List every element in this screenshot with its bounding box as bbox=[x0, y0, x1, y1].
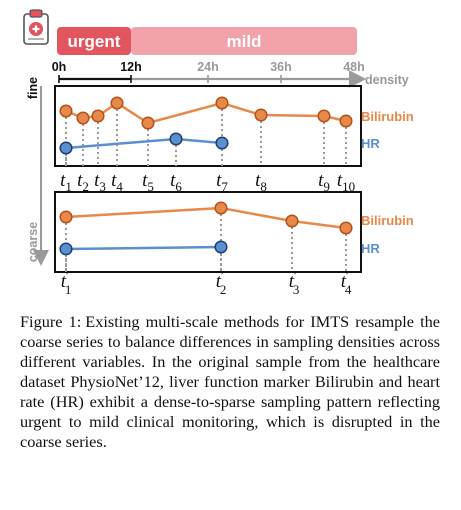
caption-label: Figure 1: bbox=[20, 312, 82, 331]
coarse-hr-line bbox=[65, 245, 222, 251]
coarse-bilirubin-point bbox=[59, 210, 73, 224]
axis-label-12h: 12h bbox=[120, 60, 142, 74]
coarse-panel bbox=[54, 191, 362, 273]
coarse-hr-point bbox=[214, 240, 228, 254]
fine-time-label: t2 bbox=[77, 170, 89, 194]
coarse-bilirubin-point bbox=[339, 221, 353, 235]
fine-hr-line bbox=[65, 137, 223, 150]
axis-label-24h: 24h bbox=[197, 60, 219, 74]
fine-bilirubin-point bbox=[110, 96, 124, 110]
fine-bilirubin-line bbox=[65, 101, 347, 125]
coarse-hr-label: HR bbox=[361, 241, 380, 256]
coarse-time-label: t′ 3 bbox=[289, 268, 300, 297]
coarse-bilirubin-point bbox=[214, 201, 228, 215]
coarse-time-label: t′ 4 bbox=[341, 268, 352, 297]
fine-bilirubin-point bbox=[215, 96, 229, 110]
axis-label-0h: 0h bbox=[52, 60, 67, 74]
fine-time-label: t5 bbox=[142, 170, 154, 194]
fine-time-label: t4 bbox=[111, 170, 123, 194]
fine-time-label: t1 bbox=[60, 170, 72, 194]
fine-bilirubin-point bbox=[254, 108, 268, 122]
fine-hr-point bbox=[169, 132, 183, 146]
mild-band bbox=[131, 27, 357, 55]
figure-caption: Figure 1: Existing multi-scale methods fo… bbox=[20, 312, 440, 452]
urgent-band bbox=[57, 27, 131, 55]
fine-bilirubin-point bbox=[317, 109, 331, 123]
fine-time-label: t6 bbox=[170, 170, 182, 194]
fine-time-label: t9 bbox=[318, 170, 330, 194]
coarse-bilirubin-point bbox=[285, 214, 299, 228]
fine-hr-point bbox=[59, 141, 73, 155]
fine-bilirubin-point bbox=[339, 114, 353, 128]
fine-label: fine bbox=[26, 77, 40, 99]
fine-bilirubin-point bbox=[91, 109, 105, 123]
coarse-bilirubin-line bbox=[65, 206, 347, 230]
coarse-bilirubin-label: Bilirubin bbox=[361, 213, 414, 228]
coarse-hr-point bbox=[59, 242, 73, 256]
fine-time-label: t3 bbox=[94, 170, 106, 194]
fine-bilirubin-point bbox=[141, 116, 155, 130]
fine-time-label: t10 bbox=[337, 170, 355, 194]
axis-label-48h: 48h bbox=[343, 60, 365, 74]
figure-diagram: urgent mild 0h 12h 24h 36h 48h density f… bbox=[23, 9, 414, 297]
coarse-time-label: t′ 2 bbox=[216, 268, 227, 297]
urgent-label: urgent bbox=[68, 32, 121, 51]
fine-hr-point bbox=[215, 136, 229, 150]
fine-bilirubin-point bbox=[76, 111, 90, 125]
fine-time-label: t8 bbox=[255, 170, 267, 194]
fine-bilirubin-point bbox=[59, 104, 73, 118]
fine-time-label: t7 bbox=[216, 170, 228, 194]
coarse-label: coarse bbox=[26, 222, 40, 262]
clipboard-medical-icon bbox=[23, 9, 49, 45]
fine-bilirubin-label: Bilirubin bbox=[361, 109, 414, 124]
caption-text: Existing multi-scale methods for IMTS re… bbox=[20, 312, 440, 451]
fine-hr-label: HR bbox=[361, 136, 380, 151]
coarse-time-label: t′ 1 bbox=[61, 268, 72, 297]
axis-label-36h: 36h bbox=[270, 60, 292, 74]
fine-panel bbox=[54, 85, 362, 167]
mild-label: mild bbox=[227, 32, 262, 51]
density-label: density bbox=[365, 73, 409, 87]
